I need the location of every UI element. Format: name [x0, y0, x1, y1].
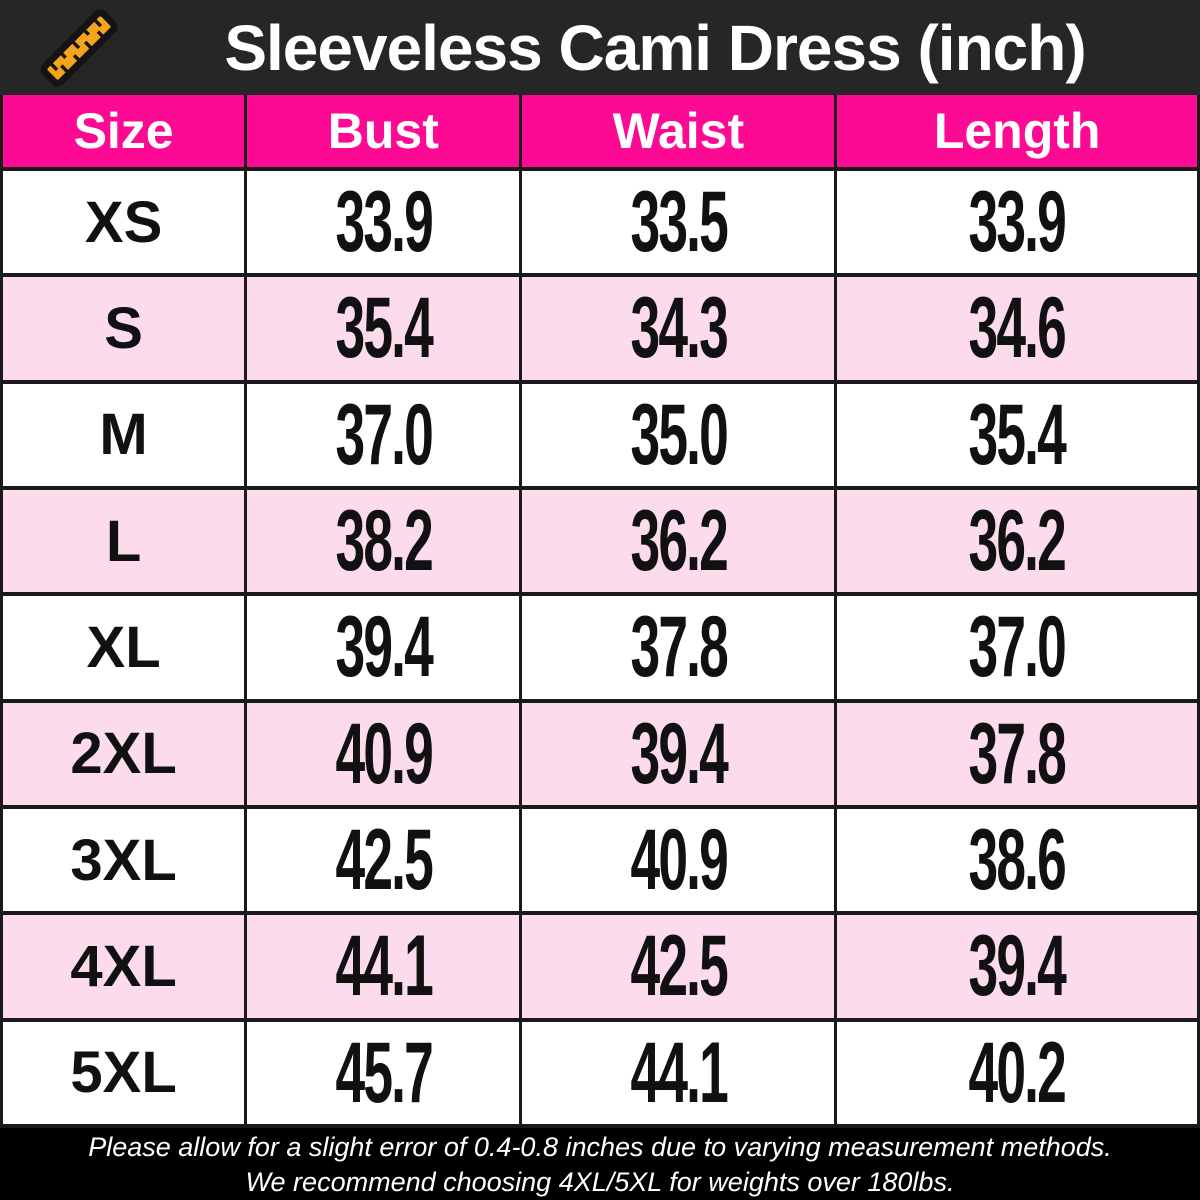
bust-value: 40.9 [335, 705, 433, 802]
bust-value: 33.9 [335, 174, 433, 271]
column-header-waist: Waist [519, 95, 838, 171]
length-value: 40.2 [968, 1024, 1067, 1121]
length-cell: 39.4 [834, 911, 1200, 1022]
bust-cell: 40.9 [244, 698, 523, 809]
table-row: XL 39.4 37.8 37.0 [0, 592, 1200, 703]
column-header-row: Size Bust Waist Length [0, 95, 1200, 171]
column-header-bust: Bust [244, 95, 523, 171]
size-cell: XS [0, 166, 248, 278]
length-cell: 37.8 [834, 698, 1200, 809]
footnote-line-1: Please allow for a slight error of 0.4-0… [88, 1131, 1112, 1162]
table-row: M 37.0 35.0 35.4 [0, 379, 1200, 490]
waist-cell: 36.2 [519, 485, 838, 597]
bust-value: 45.7 [335, 1024, 433, 1121]
size-cell: L [0, 485, 248, 597]
length-cell: 33.9 [834, 166, 1200, 278]
size-cell: 4XL [0, 911, 248, 1022]
waist-value: 34.3 [630, 280, 728, 377]
size-label: 4XL [70, 933, 177, 999]
bust-value: 38.2 [335, 493, 433, 590]
size-label: L [105, 508, 142, 574]
waist-value: 42.5 [630, 918, 728, 1015]
bust-value: 39.4 [335, 599, 433, 696]
bust-cell: 35.4 [244, 273, 523, 384]
size-cell: M [0, 379, 248, 490]
size-chart-table: Size Bust Waist Length XS 33.9 33.5 33.9… [0, 95, 1200, 1129]
table-row: 2XL 40.9 39.4 37.8 [0, 698, 1200, 809]
length-value: 37.8 [968, 705, 1067, 802]
page-title: Sleeveless Cami Dress (inch) [224, 11, 1086, 84]
waist-cell: 37.8 [519, 592, 838, 703]
length-value: 37.0 [968, 599, 1067, 696]
waist-value: 36.2 [630, 493, 728, 590]
size-label: S [104, 295, 143, 361]
waist-cell: 34.3 [519, 273, 838, 384]
waist-cell: 42.5 [519, 911, 838, 1022]
waist-value: 40.9 [630, 812, 728, 909]
table-row: 3XL 42.5 40.9 38.6 [0, 804, 1200, 916]
length-cell: 35.4 [834, 379, 1200, 490]
title-bar: Sleeveless Cami Dress (inch) [0, 0, 1200, 95]
size-cell: 2XL [0, 698, 248, 809]
table-row: S 35.4 34.3 34.6 [0, 273, 1200, 384]
waist-value: 39.4 [630, 705, 728, 802]
bust-value: 44.1 [335, 918, 433, 1015]
length-value: 34.6 [968, 280, 1067, 377]
size-label: XL [86, 614, 161, 680]
size-label: XS [84, 189, 163, 255]
size-label: 5XL [70, 1040, 177, 1106]
bust-cell: 33.9 [244, 166, 523, 278]
waist-value: 35.0 [630, 386, 728, 483]
waist-value: 44.1 [630, 1024, 728, 1121]
bust-cell: 44.1 [244, 911, 523, 1022]
size-cell: 3XL [0, 804, 248, 916]
size-cell: XL [0, 592, 248, 703]
length-cell: 40.2 [834, 1017, 1200, 1129]
footnote-line-2: We recommend choosing 4XL/5XL for weight… [245, 1166, 955, 1197]
waist-cell: 33.5 [519, 166, 838, 278]
bust-value: 37.0 [335, 386, 433, 483]
column-header-size: Size [0, 95, 248, 171]
length-value: 35.4 [968, 386, 1067, 483]
length-cell: 38.6 [834, 804, 1200, 916]
waist-cell: 40.9 [519, 804, 838, 916]
bust-cell: 38.2 [244, 485, 523, 597]
waist-value: 33.5 [630, 174, 728, 271]
bust-cell: 37.0 [244, 379, 523, 490]
bust-cell: 39.4 [244, 592, 523, 703]
size-label: 3XL [70, 827, 177, 893]
waist-cell: 35.0 [519, 379, 838, 490]
column-header-length: Length [834, 95, 1200, 171]
length-cell: 37.0 [834, 592, 1200, 703]
size-label: M [99, 402, 148, 468]
waist-value: 37.8 [630, 599, 728, 696]
waist-cell: 44.1 [519, 1017, 838, 1129]
bust-cell: 42.5 [244, 804, 523, 916]
table-row: 5XL 45.7 44.1 40.2 [0, 1017, 1200, 1129]
waist-cell: 39.4 [519, 698, 838, 809]
length-cell: 34.6 [834, 273, 1200, 384]
bust-value: 35.4 [335, 280, 433, 377]
length-value: 39.4 [968, 918, 1067, 1015]
footnote-bar: Please allow for a slight error of 0.4-0… [0, 1128, 1200, 1200]
bust-cell: 45.7 [244, 1017, 523, 1129]
table-row: 4XL 44.1 42.5 39.4 [0, 911, 1200, 1022]
table-row: L 38.2 36.2 36.2 [0, 485, 1200, 597]
length-cell: 36.2 [834, 485, 1200, 597]
ruler-icon [36, 5, 122, 91]
length-value: 38.6 [968, 812, 1067, 909]
size-label: 2XL [70, 721, 177, 787]
table-row: XS 33.9 33.5 33.9 [0, 166, 1200, 278]
size-cell: 5XL [0, 1017, 248, 1129]
length-value: 36.2 [968, 493, 1067, 590]
size-cell: S [0, 273, 248, 384]
bust-value: 42.5 [335, 812, 433, 909]
length-value: 33.9 [968, 174, 1067, 271]
